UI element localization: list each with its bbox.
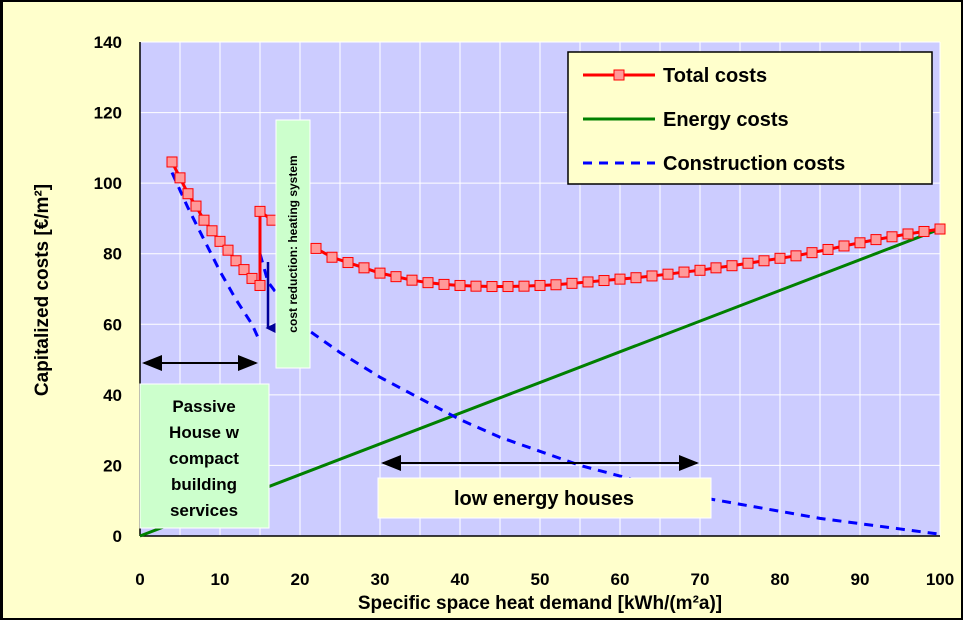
total-costs-marker <box>470 280 482 292</box>
total-costs-marker <box>870 234 882 246</box>
low-energy-box <box>377 477 712 519</box>
legend-label-construction: Construction costs <box>663 153 845 175</box>
passive-house-line-2: House w <box>169 423 240 442</box>
total-costs-marker <box>238 264 250 276</box>
x-tick-labels: 0 10 20 30 40 50 60 70 80 90 100 <box>135 570 954 589</box>
total-costs-marker <box>214 235 226 247</box>
total-costs-marker <box>422 277 434 289</box>
y-tick-label: 0 <box>113 527 122 546</box>
passive-house-box <box>139 383 270 529</box>
construction-costs-line <box>258 253 941 536</box>
total-costs-marker <box>822 243 834 255</box>
y-tick-label: 100 <box>94 174 122 193</box>
total-costs-marker <box>630 272 642 284</box>
legend-item-construction: Construction costs <box>583 153 845 175</box>
x-axis-title: Specific space heat demand [kWh/(m²a)] <box>358 593 722 614</box>
total-costs-marker <box>246 272 258 284</box>
total-costs-marker <box>254 279 266 291</box>
passive-house-label: Passive House w compact building service… <box>169 397 240 520</box>
passive-house-line-3: compact <box>169 449 239 468</box>
total-costs-marker <box>390 271 402 283</box>
total-costs-marker <box>550 279 562 291</box>
total-costs-marker <box>710 262 722 274</box>
total-costs-marker <box>374 267 386 279</box>
legend-label-energy: Energy costs <box>663 109 789 131</box>
energy-costs-line <box>139 227 941 538</box>
total-costs-marker <box>438 278 450 290</box>
total-costs-marker <box>742 257 754 269</box>
total-costs-marker <box>582 276 594 288</box>
total-costs-marker <box>222 244 234 256</box>
legend: Total costs Energy costs Construction co… <box>567 51 933 185</box>
total-costs-marker <box>678 266 690 278</box>
x-tick-label: 80 <box>771 570 790 589</box>
x-tick-label: 30 <box>371 570 390 589</box>
total-costs-marker <box>598 275 610 287</box>
x-tick-label: 90 <box>851 570 870 589</box>
y-axis-title: Capitalized costs [€/m²] <box>32 184 53 396</box>
total-costs-marker <box>310 242 322 254</box>
total-costs-marker <box>534 279 546 291</box>
y-tick-label: 60 <box>103 315 122 334</box>
y-tick-label: 40 <box>103 386 122 405</box>
total-costs-marker <box>190 200 202 212</box>
total-costs-marker <box>774 252 786 264</box>
x-tick-label: 20 <box>291 570 310 589</box>
total-costs-marker <box>486 281 498 293</box>
total-costs-marker <box>838 240 850 252</box>
total-costs-marker <box>726 260 738 272</box>
x-tick-label: 40 <box>451 570 470 589</box>
total-costs-marker <box>918 225 930 237</box>
legend-item-energy: Energy costs <box>583 109 789 131</box>
total-costs-marker <box>694 264 706 276</box>
passive-house-line-4: building <box>171 475 237 494</box>
cost-reduction-label: cost reduction: heating system <box>286 155 300 332</box>
y-tick-label: 20 <box>103 456 122 475</box>
passive-house-line-1: Passive <box>172 397 235 416</box>
total-costs-marker <box>758 255 770 267</box>
y-tick-label: 120 <box>94 104 122 123</box>
passive-house-line-5: services <box>170 501 238 520</box>
total-costs-marker <box>254 205 266 217</box>
x-tick-label: 70 <box>691 570 710 589</box>
low-energy-label: low energy houses <box>454 488 634 510</box>
x-tick-label: 50 <box>531 570 550 589</box>
total-costs-marker <box>230 255 242 267</box>
y-tick-labels: 0 20 40 60 80 100 120 140 <box>94 33 122 546</box>
total-costs-marker <box>854 237 866 249</box>
total-costs-marker <box>406 274 418 286</box>
x-tick-label: 100 <box>926 570 954 589</box>
total-costs-marker <box>806 247 818 259</box>
y-tick-label: 80 <box>103 245 122 264</box>
cost-reduction-box <box>275 119 311 369</box>
total-costs-marker <box>342 257 354 269</box>
total-costs-marker <box>502 281 514 293</box>
total-costs-marker <box>566 277 578 289</box>
x-tick-label: 60 <box>611 570 630 589</box>
construction-costs-line <box>170 171 262 343</box>
total-costs-marker <box>902 228 914 240</box>
x-tick-label: 0 <box>135 570 144 589</box>
total-costs-marker <box>326 251 338 263</box>
legend-label-total: Total costs <box>663 65 767 87</box>
total-costs-marker <box>662 268 674 280</box>
total-costs-marker <box>934 223 946 235</box>
total-costs-marker <box>174 172 186 184</box>
legend-item-total: Total costs <box>583 65 767 87</box>
total-costs-marker <box>166 156 178 168</box>
total-costs-marker <box>358 262 370 274</box>
total-costs-marker <box>886 231 898 243</box>
total-costs-marker <box>206 225 218 237</box>
x-tick-label: 10 <box>211 570 230 589</box>
total-costs-marker <box>646 270 658 282</box>
series-group <box>139 156 946 538</box>
total-costs-marker <box>198 214 210 226</box>
total-costs-marker <box>182 188 194 200</box>
total-costs-marker <box>454 279 466 291</box>
total-costs-marker <box>790 250 802 262</box>
total-costs-marker <box>518 280 530 292</box>
y-tick-label: 140 <box>94 33 122 52</box>
total-costs-marker <box>614 273 626 285</box>
